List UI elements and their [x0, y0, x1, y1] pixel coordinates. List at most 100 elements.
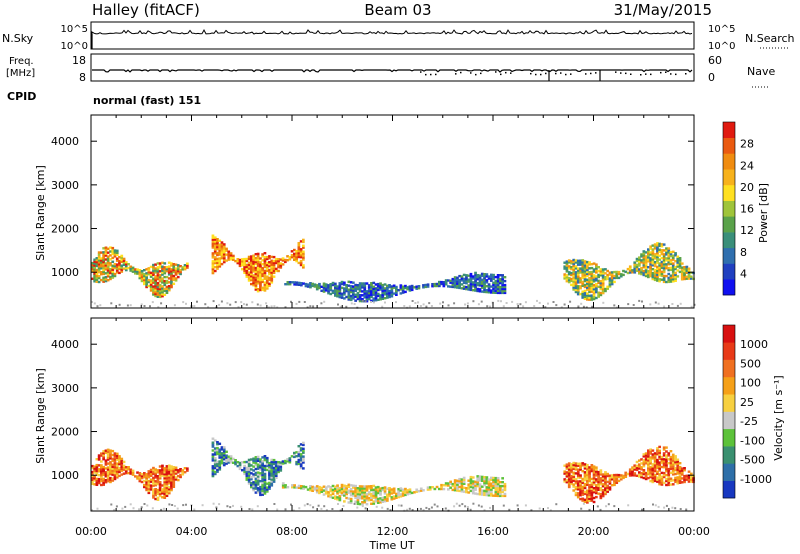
ground-scatter-cell: [353, 303, 356, 305]
echo-cell: [597, 492, 600, 495]
echo-cell: [91, 277, 94, 280]
echo-cell: [404, 290, 407, 294]
echo-cell: [586, 467, 589, 471]
echo-cell: [91, 478, 94, 481]
echo-cell: [299, 256, 303, 259]
echo-cell: [581, 479, 585, 483]
echo-cell: [404, 491, 407, 495]
echo-cell: [268, 464, 271, 467]
echo-cell: [167, 468, 171, 471]
echo-cell: [383, 289, 387, 292]
echo-cell: [372, 291, 376, 294]
echo-cell: [268, 475, 271, 479]
echo-cell: [365, 282, 369, 285]
echo-cell: [320, 486, 324, 490]
echo-cell: [161, 466, 164, 469]
echo-cell: [145, 281, 148, 285]
echo-cell: [263, 466, 267, 470]
echo-cell: [395, 492, 398, 496]
echo-cell: [327, 284, 330, 287]
echo-cell: [104, 252, 108, 255]
echo-cell: [279, 461, 283, 464]
echo-cell: [318, 487, 321, 491]
echo-cell: [106, 263, 110, 266]
echo-cell: [216, 263, 219, 266]
echo-cell: [100, 452, 103, 455]
echo-cell: [576, 480, 580, 483]
echo-cell: [406, 493, 409, 496]
echo-cell: [458, 282, 461, 286]
echo-cell: [628, 269, 632, 272]
echo-cell: [453, 487, 457, 490]
echo-cell: [352, 281, 355, 284]
echo-cell: [156, 475, 160, 478]
echo-cell: [660, 471, 664, 475]
echo-cell: [95, 258, 99, 262]
echo-cell: [588, 276, 591, 280]
echo-cell: [651, 465, 655, 468]
echo-cell: [579, 497, 582, 501]
echo-cell: [279, 463, 283, 466]
echo-cell: [480, 493, 484, 496]
echo-cell: [374, 289, 378, 292]
x-axis-label: Time UT: [368, 539, 414, 552]
echo-cell: [588, 489, 591, 493]
echo-cell: [619, 476, 623, 479]
echo-cell: [653, 263, 657, 266]
echo-cell: [252, 278, 255, 281]
ground-scatter-cell: [674, 507, 677, 510]
echo-cell: [259, 282, 262, 286]
ground-scatter-cell: [232, 504, 234, 507]
echo-cell: [590, 487, 594, 490]
echo-cell: [499, 285, 502, 289]
echo-cell: [660, 264, 664, 268]
echo-cell: [469, 489, 473, 493]
echo-cell: [156, 272, 160, 275]
echo-cell: [247, 468, 251, 471]
echo-cell: [492, 486, 495, 489]
echo-cell: [604, 479, 607, 482]
echo-cell: [592, 465, 596, 468]
echo-cell: [247, 275, 251, 278]
echo-cell: [665, 247, 668, 250]
echo-cell: [270, 468, 274, 471]
echo-cell: [97, 474, 101, 477]
echo-cell: [95, 257, 99, 260]
echo-cell: [576, 275, 580, 278]
echo-cell: [113, 456, 117, 459]
echo-cell: [451, 279, 455, 283]
echo-cell: [617, 475, 621, 479]
echo-cell: [172, 475, 176, 479]
echo-cell: [147, 470, 151, 473]
echo-cell: [471, 283, 475, 286]
echo-cell: [263, 458, 267, 462]
echo-cell: [574, 480, 578, 483]
echo-cell: [329, 486, 333, 489]
echo-cell: [581, 274, 585, 278]
echo-cell: [424, 283, 428, 287]
echo-cell: [599, 492, 603, 496]
echo-cell: [174, 478, 178, 481]
echo-cell: [588, 263, 591, 266]
echo-cell: [161, 277, 164, 280]
echo-cell: [395, 496, 398, 499]
echo-cell: [644, 251, 648, 254]
echo-cell: [658, 270, 661, 273]
echo-cell: [667, 479, 671, 483]
echo-cell: [667, 475, 671, 479]
echo-cell: [309, 489, 312, 492]
echo-cell: [147, 483, 151, 487]
echo-cell: [120, 268, 124, 271]
echo-cell: [234, 259, 237, 263]
echo-cell: [376, 501, 380, 504]
echo-cell: [261, 481, 264, 485]
echo-cell: [227, 461, 231, 464]
echo-cell: [665, 265, 668, 268]
echo-cell: [581, 272, 585, 276]
ground-scatter-cell: [237, 306, 240, 308]
echo-cell: [254, 483, 258, 486]
echo-cell: [263, 285, 267, 288]
echo-cell: [174, 263, 178, 266]
echo-cell: [274, 464, 278, 468]
echo-cell: [259, 466, 262, 469]
